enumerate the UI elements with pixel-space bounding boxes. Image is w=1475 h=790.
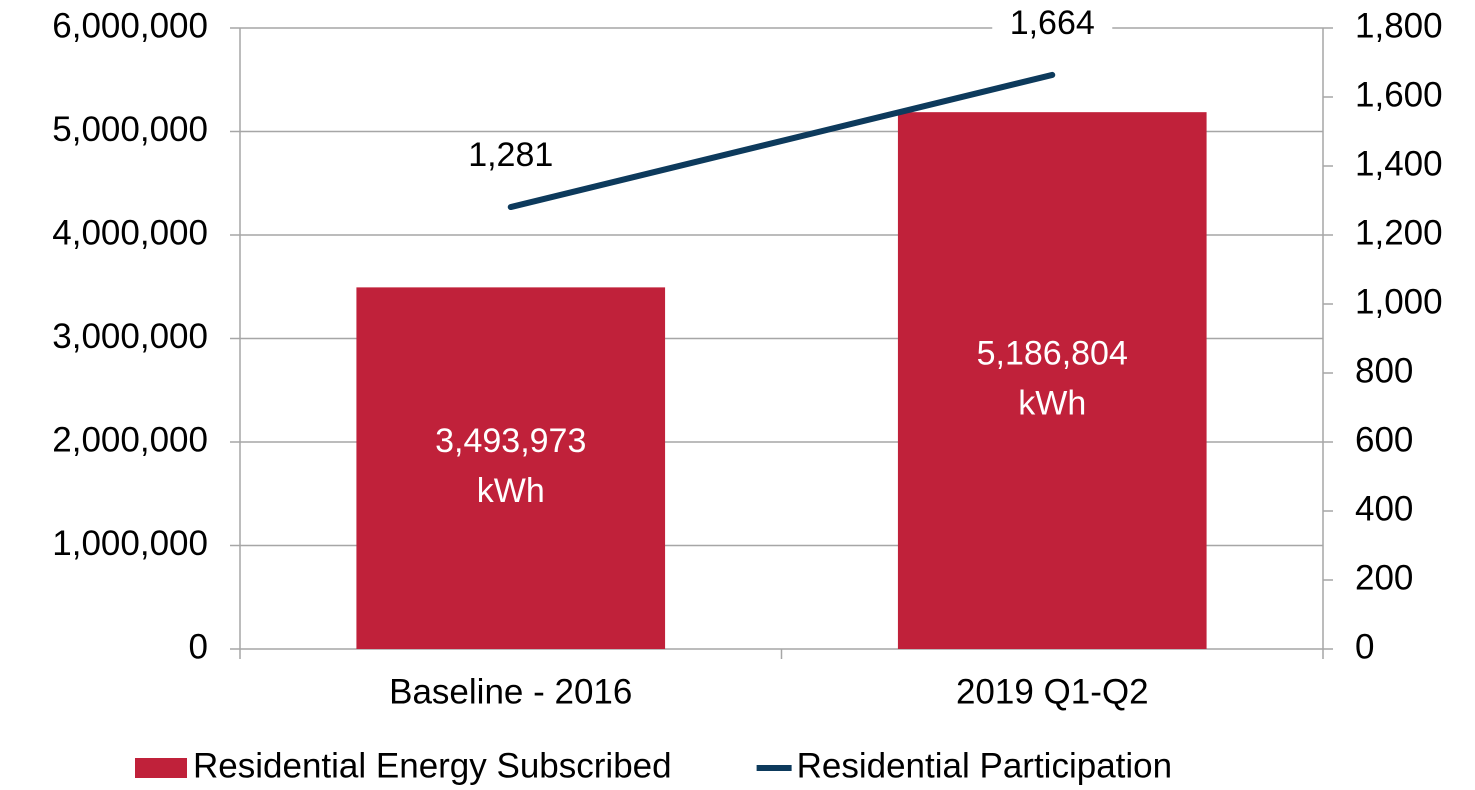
bar-value-label: 3,493,973 kWh bbox=[435, 422, 586, 510]
x-tick-label: 2019 Q1-Q2 bbox=[956, 672, 1149, 711]
y2-tick-label: 0 bbox=[1355, 627, 1374, 666]
y2-tick-label: 1,200 bbox=[1355, 213, 1443, 252]
y2-tick-label: 600 bbox=[1355, 420, 1413, 459]
label-background bbox=[992, 2, 1113, 47]
legend-swatch bbox=[135, 758, 187, 778]
y-tick-label: 0 bbox=[189, 627, 208, 666]
x-tick-label: Baseline - 2016 bbox=[389, 672, 632, 711]
y-tick-label: 2,000,000 bbox=[52, 420, 208, 459]
line-value-label: 1,281 bbox=[468, 136, 553, 174]
label-background bbox=[450, 135, 571, 180]
legend-label: Residential Participation bbox=[797, 746, 1172, 785]
bar-value-label: 5,186,804 kWh bbox=[977, 335, 1128, 423]
y2-tick-label: 1,400 bbox=[1355, 144, 1443, 183]
line-value-label: 1,664 bbox=[1010, 4, 1095, 42]
y2-tick-label: 200 bbox=[1355, 558, 1413, 597]
y-tick-label: 5,000,000 bbox=[52, 110, 208, 149]
line bbox=[507, 71, 1056, 211]
y2-tick-label: 800 bbox=[1355, 351, 1413, 390]
y-tick-label: 3,000,000 bbox=[52, 317, 208, 356]
y-tick-label: 4,000,000 bbox=[52, 213, 208, 252]
legend-label: Residential Energy Subscribed bbox=[193, 746, 672, 785]
y2-tick-label: 1,000 bbox=[1355, 282, 1443, 321]
bar bbox=[897, 112, 1207, 650]
y-tick-label: 1,000,000 bbox=[52, 524, 208, 563]
bar bbox=[356, 287, 666, 649]
y-tick-label: 6,000,000 bbox=[52, 6, 208, 45]
y2-tick-label: 1,800 bbox=[1355, 6, 1443, 45]
y2-tick-label: 1,600 bbox=[1355, 75, 1443, 114]
y2-tick-label: 400 bbox=[1355, 489, 1413, 528]
